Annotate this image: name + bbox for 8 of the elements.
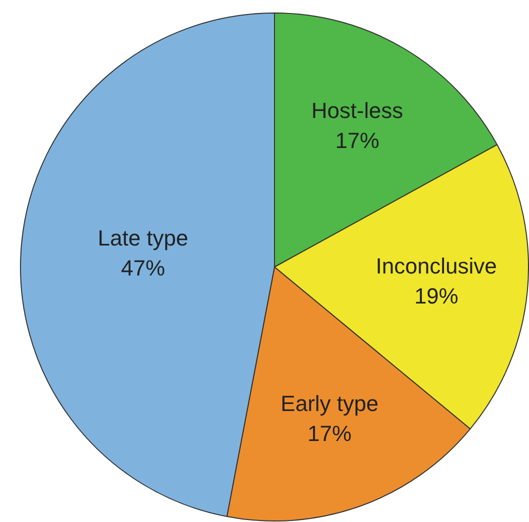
data-label: 17% xyxy=(335,128,380,154)
data-label: 47% xyxy=(120,256,166,281)
data-label: 17% xyxy=(308,421,352,446)
slice-label: Early type xyxy=(280,391,378,416)
data-label: 19% xyxy=(414,283,458,308)
slice-label: Inconclusive xyxy=(376,253,497,278)
slice-label: Late type xyxy=(98,226,188,251)
slice-label: Host-less xyxy=(311,98,404,124)
